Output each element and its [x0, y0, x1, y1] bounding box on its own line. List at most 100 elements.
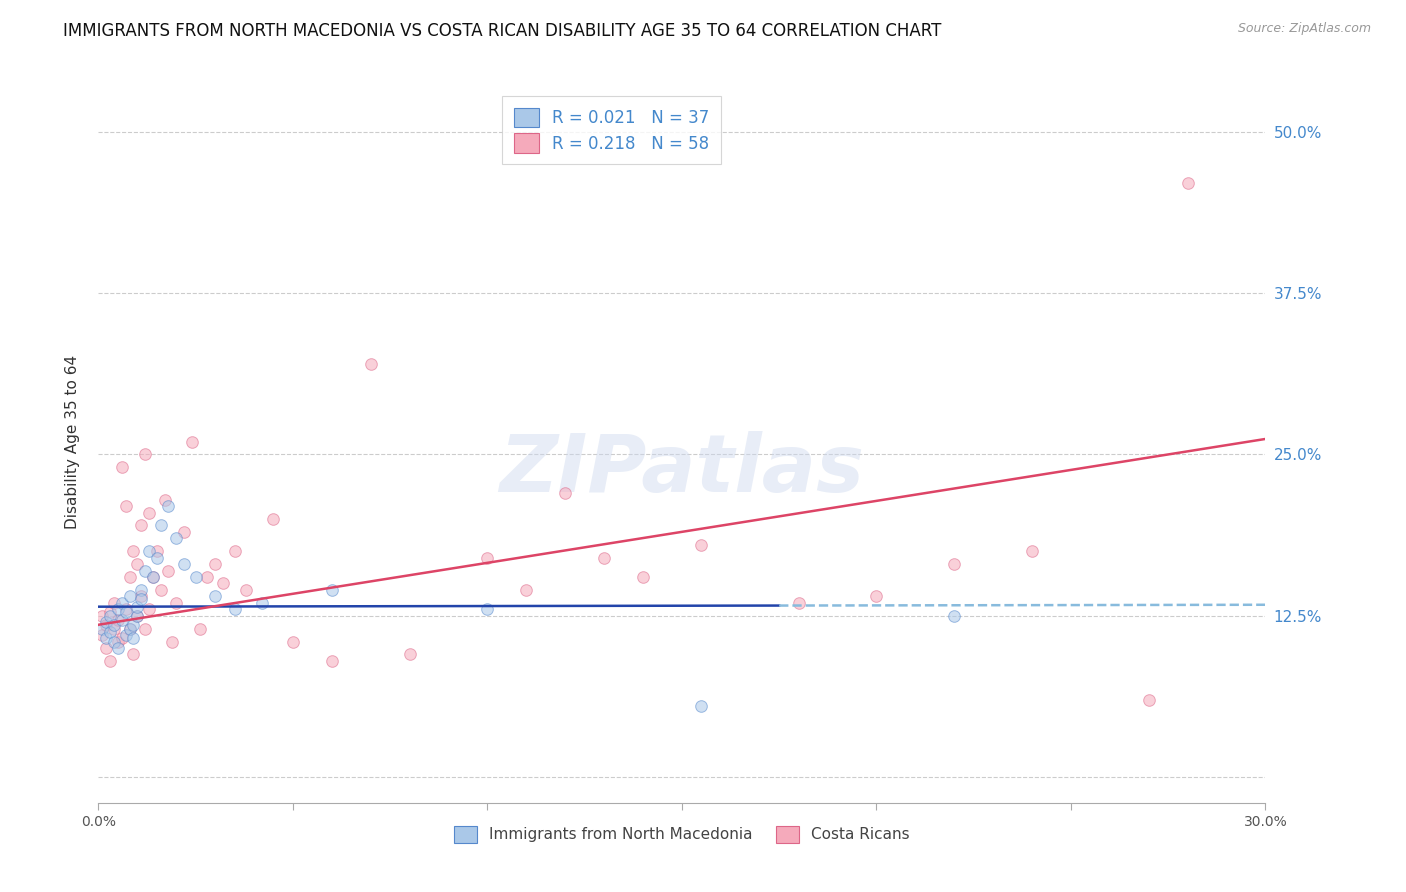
Point: [127, 599, 149, 614]
Point: [98, 608, 121, 623]
Point: [398, 648, 420, 662]
Point: [224, 544, 246, 558]
Point: [690, 538, 713, 552]
Point: [138, 506, 160, 520]
Point: [114, 499, 136, 513]
Point: [149, 518, 172, 533]
Point: [98, 605, 121, 619]
Point: [129, 590, 152, 604]
Point: [195, 570, 218, 584]
Point: [477, 602, 499, 616]
Point: [188, 622, 211, 636]
Point: [690, 699, 713, 714]
Point: [96, 617, 118, 632]
Point: [127, 608, 149, 623]
Point: [103, 617, 125, 632]
Point: [321, 654, 343, 668]
Point: [212, 576, 235, 591]
Point: [111, 460, 134, 475]
Point: [107, 602, 129, 616]
Point: [107, 640, 129, 655]
Point: [943, 557, 966, 571]
Point: [1177, 177, 1199, 191]
Point: [134, 447, 156, 461]
Point: [184, 570, 207, 584]
Point: [943, 608, 966, 623]
Point: [129, 582, 152, 597]
Point: [134, 622, 156, 636]
Point: [122, 617, 145, 632]
Point: [1137, 692, 1160, 706]
Point: [118, 622, 141, 636]
Point: [142, 570, 165, 584]
Point: [593, 550, 616, 565]
Point: [250, 596, 273, 610]
Point: [118, 590, 141, 604]
Point: [162, 634, 184, 648]
Point: [118, 622, 141, 636]
Point: [91, 628, 114, 642]
Text: IMMIGRANTS FROM NORTH MACEDONIA VS COSTA RICAN DISABILITY AGE 35 TO 64 CORRELATI: IMMIGRANTS FROM NORTH MACEDONIA VS COSTA…: [63, 22, 942, 40]
Point: [165, 531, 187, 545]
Point: [224, 602, 246, 616]
Text: ZIPatlas: ZIPatlas: [499, 432, 865, 509]
Point: [107, 613, 129, 627]
Point: [165, 596, 187, 610]
Point: [103, 596, 125, 610]
Point: [865, 590, 887, 604]
Point: [149, 582, 172, 597]
Point: [91, 608, 114, 623]
Point: [153, 492, 176, 507]
Point: [98, 654, 121, 668]
Point: [1021, 544, 1043, 558]
Point: [111, 596, 134, 610]
Point: [103, 634, 125, 648]
Point: [787, 596, 810, 610]
Point: [281, 634, 304, 648]
Y-axis label: Disability Age 35 to 64: Disability Age 35 to 64: [65, 354, 80, 529]
Point: [138, 544, 160, 558]
Point: [146, 550, 169, 565]
Point: [111, 613, 134, 627]
Point: [98, 625, 121, 640]
Point: [103, 622, 125, 636]
Point: [129, 591, 152, 606]
Point: [554, 486, 576, 500]
Point: [118, 570, 141, 584]
Point: [138, 602, 160, 616]
Point: [127, 608, 149, 623]
Point: [146, 544, 169, 558]
Point: [114, 628, 136, 642]
Point: [127, 557, 149, 571]
Point: [321, 582, 343, 597]
Legend: Immigrants from North Macedonia, Costa Ricans: Immigrants from North Macedonia, Costa R…: [449, 820, 915, 849]
Point: [360, 357, 382, 371]
Point: [122, 631, 145, 645]
Point: [142, 570, 165, 584]
Point: [129, 518, 152, 533]
Point: [173, 557, 195, 571]
Point: [134, 564, 156, 578]
Point: [91, 622, 114, 636]
Point: [122, 544, 145, 558]
Point: [111, 631, 134, 645]
Point: [157, 564, 180, 578]
Point: [515, 582, 537, 597]
Point: [96, 640, 118, 655]
Point: [107, 634, 129, 648]
Point: [477, 550, 499, 565]
Point: [631, 570, 654, 584]
Point: [204, 557, 226, 571]
Point: [114, 602, 136, 616]
Point: [96, 615, 118, 630]
Text: Source: ZipAtlas.com: Source: ZipAtlas.com: [1237, 22, 1371, 36]
Point: [157, 499, 180, 513]
Point: [180, 434, 202, 449]
Point: [96, 631, 118, 645]
Point: [114, 605, 136, 619]
Point: [173, 524, 195, 539]
Point: [235, 582, 257, 597]
Point: [262, 512, 284, 526]
Point: [122, 648, 145, 662]
Point: [204, 590, 226, 604]
